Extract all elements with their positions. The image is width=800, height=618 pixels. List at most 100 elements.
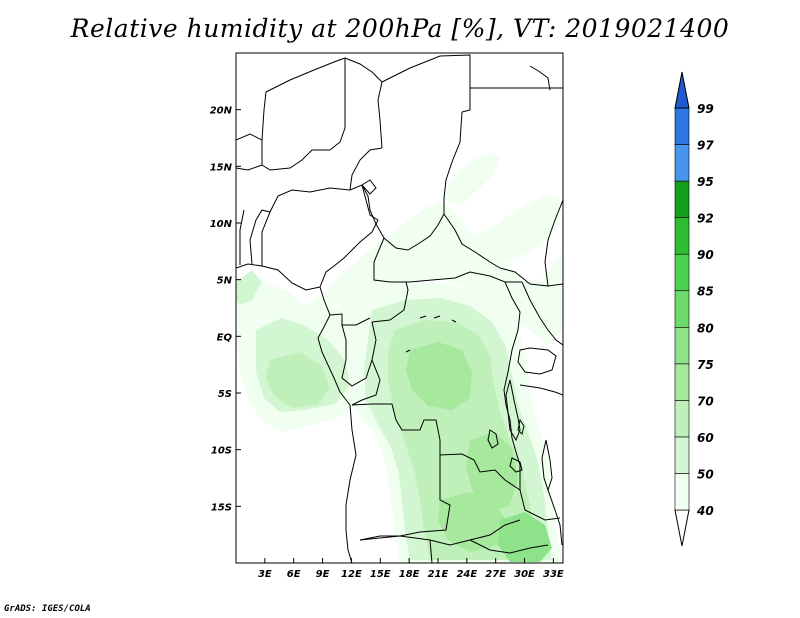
colorbar-label: 80 [697, 321, 714, 335]
boundary-drc-angola [351, 403, 521, 491]
lake-kivu [517, 418, 525, 435]
coastline-west-africa [236, 263, 321, 291]
boundary-chad-libya [344, 57, 383, 149]
colorbar-segment [674, 363, 690, 401]
grads-credit: GrADS: IGES/COLA [4, 604, 91, 614]
humidity-region-congo-patch-a [406, 342, 472, 410]
latitude-ticks: 20N 15N 10N 5N EQ 5S 10S 15S [210, 106, 241, 513]
colorbar-label: 97 [697, 139, 714, 153]
boundary-algeria-niger [261, 57, 346, 141]
lat-tick-label: EQ [217, 332, 233, 343]
boundary-tanzania [519, 384, 563, 396]
colorbar-label: 75 [697, 358, 714, 372]
lat-tick-label: 15S [211, 502, 232, 513]
lon-tick-label: 3E [258, 569, 272, 580]
colorbar-segment [674, 436, 690, 474]
boundary-sudan-chad [443, 111, 501, 269]
colorbar-label: 92 [697, 212, 714, 226]
lat-tick-label: 5N [217, 276, 233, 287]
colorbar-segment [674, 217, 690, 255]
lon-tick-label: 12E [341, 569, 362, 580]
boundary-lake-tanganyika [505, 379, 521, 442]
map-frame [235, 52, 564, 564]
country-boundaries [236, 54, 563, 563]
humidity-region-left-edge [236, 270, 262, 305]
humidity-region-west-patch [266, 352, 330, 408]
humidity-region-congo-patch-b [466, 432, 518, 512]
humidity-region-east-streak [470, 195, 560, 262]
boundary-south-sudan [499, 267, 563, 287]
colorbar-label: 90 [697, 248, 714, 262]
colorbar-segment [674, 326, 690, 365]
colorbar-segment [674, 180, 690, 218]
boundary-uganda-kenya [521, 281, 563, 346]
boundary-car-south [373, 237, 522, 283]
lat-tick-label: 5S [218, 389, 232, 400]
boundary-ghana [239, 209, 245, 265]
lon-tick-label: 27E [485, 569, 506, 580]
lon-tick-label: 24E [456, 569, 477, 580]
colorbar-segment [674, 400, 690, 438]
lake-mweru [487, 429, 499, 449]
colorbar-label: 40 [696, 504, 714, 518]
colorbar-label: 99 [697, 102, 714, 116]
colorbar-segment [674, 253, 690, 292]
boundary-nigeria-north [261, 184, 379, 266]
boundary-gabon-congo [341, 321, 377, 387]
boundary-zimbabwe [469, 539, 549, 554]
boundary-lake-victoria [517, 347, 557, 375]
humidity-region-southeast-patch [498, 512, 552, 562]
boundary-mozambique [547, 489, 563, 546]
lat-tick-label: 10N [210, 219, 233, 230]
boundary-libya-sudan [381, 54, 471, 113]
boundary-mali-niger [236, 58, 346, 171]
river-congo-dashes [405, 315, 457, 353]
boundary-ethiopia [544, 199, 563, 287]
boundary-drc-east [503, 281, 521, 490]
colorbar-upper-extension [674, 71, 690, 109]
boundary-drc-river [351, 359, 381, 406]
coastline-central-africa [317, 286, 357, 563]
colorbar-label: 95 [697, 175, 714, 189]
colorbar-label: 50 [697, 467, 714, 481]
boundary-zambia-east [519, 489, 561, 521]
colorbar-segment [674, 473, 690, 511]
boundary-nigeria-cameroon [319, 219, 379, 288]
colorbar: 40 50 60 70 75 80 85 90 92 95 97 99 [674, 71, 714, 547]
humidity-region-northeast-streak [440, 152, 500, 205]
lon-tick-label: 33E [543, 569, 564, 580]
colorbar-segment [674, 290, 690, 328]
lake-bangweulu [509, 457, 523, 473]
figure-title: Relative humidity at 200hPa [%], VT: 201… [70, 14, 730, 43]
colorbar-lower-extension [674, 509, 690, 547]
boundary-west-sahara [236, 164, 263, 171]
humidity-field [236, 152, 563, 563]
boundary-niger-chad [349, 147, 383, 191]
lake-chad [361, 179, 377, 195]
lon-tick-label: 9E [316, 569, 330, 580]
lon-tick-label: 15E [370, 569, 391, 580]
boundary-benin-togo [249, 209, 271, 265]
boundary-namibia-botswana [429, 539, 433, 563]
colorbar-label: 60 [697, 431, 714, 445]
boundary-namibia [359, 519, 521, 546]
boundary-congo-drc [371, 281, 409, 323]
lon-tick-label: 18E [399, 569, 420, 580]
longitude-ticks: 3E 6E 9E 12E 15E 18E 21E 24E 27E 30E 33E [258, 558, 564, 580]
lat-tick-label: 10S [211, 446, 232, 457]
boundary-angola-zambia [359, 455, 451, 541]
lon-tick-label: 21E [428, 569, 449, 580]
colorbar-label: 70 [697, 394, 714, 408]
lat-tick-label: 15N [210, 162, 233, 173]
colorbar-label: 85 [697, 285, 714, 299]
lon-tick-label: 6E [287, 569, 301, 580]
boundary-chad-cameroon [361, 184, 445, 251]
lat-tick-label: 20N [210, 106, 233, 117]
colorbar-segment [674, 144, 690, 182]
humidity-region-south-patch [438, 492, 505, 552]
lon-tick-label: 30E [514, 569, 535, 580]
colorbar-segment [674, 107, 690, 145]
boundary-red-sea [529, 65, 551, 91]
